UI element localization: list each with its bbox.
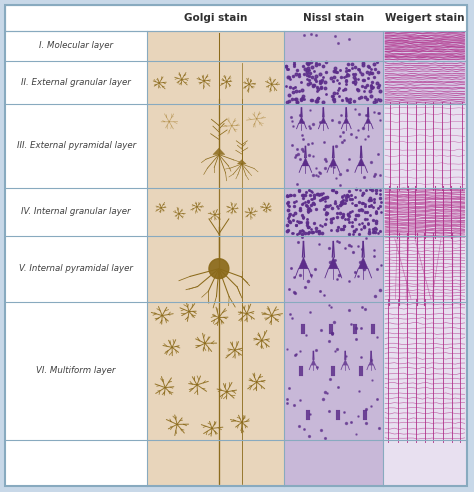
Polygon shape xyxy=(329,157,337,166)
Polygon shape xyxy=(357,157,365,166)
Bar xyxy=(5,31,147,486)
Polygon shape xyxy=(358,257,368,269)
Bar xyxy=(147,31,283,486)
Text: VI. Multiform layer: VI. Multiform layer xyxy=(36,367,116,375)
Bar xyxy=(301,324,305,335)
Text: Golgi stain: Golgi stain xyxy=(184,13,247,23)
Bar xyxy=(383,104,466,486)
Text: V. Internal pyramidal layer: V. Internal pyramidal layer xyxy=(19,264,133,273)
Polygon shape xyxy=(343,117,349,123)
Bar xyxy=(329,324,333,335)
Circle shape xyxy=(209,259,229,278)
Polygon shape xyxy=(320,117,326,123)
Polygon shape xyxy=(237,160,246,164)
Polygon shape xyxy=(299,117,304,123)
Bar xyxy=(331,366,335,376)
Text: I. Molecular layer: I. Molecular layer xyxy=(39,41,113,50)
Bar xyxy=(383,31,466,104)
Bar xyxy=(353,324,357,335)
Polygon shape xyxy=(328,257,338,269)
Text: II. External granular layer: II. External granular layer xyxy=(21,78,131,87)
Polygon shape xyxy=(301,157,309,166)
Bar xyxy=(283,31,383,486)
Polygon shape xyxy=(299,257,309,269)
Polygon shape xyxy=(213,148,225,154)
Bar xyxy=(337,410,340,420)
Bar xyxy=(300,366,303,376)
Polygon shape xyxy=(365,117,371,123)
Polygon shape xyxy=(369,359,374,365)
Text: Weigert stain: Weigert stain xyxy=(385,13,465,23)
Text: III. External pyramidal layer: III. External pyramidal layer xyxy=(17,141,136,151)
Bar xyxy=(363,410,367,420)
Text: Nissl stain: Nissl stain xyxy=(303,13,364,23)
Text: IV. Internal granular layer: IV. Internal granular layer xyxy=(21,207,131,216)
Bar xyxy=(359,366,363,376)
Polygon shape xyxy=(343,359,348,365)
Polygon shape xyxy=(311,359,316,365)
Bar xyxy=(307,410,310,420)
Bar xyxy=(5,5,466,31)
Bar xyxy=(371,324,375,335)
